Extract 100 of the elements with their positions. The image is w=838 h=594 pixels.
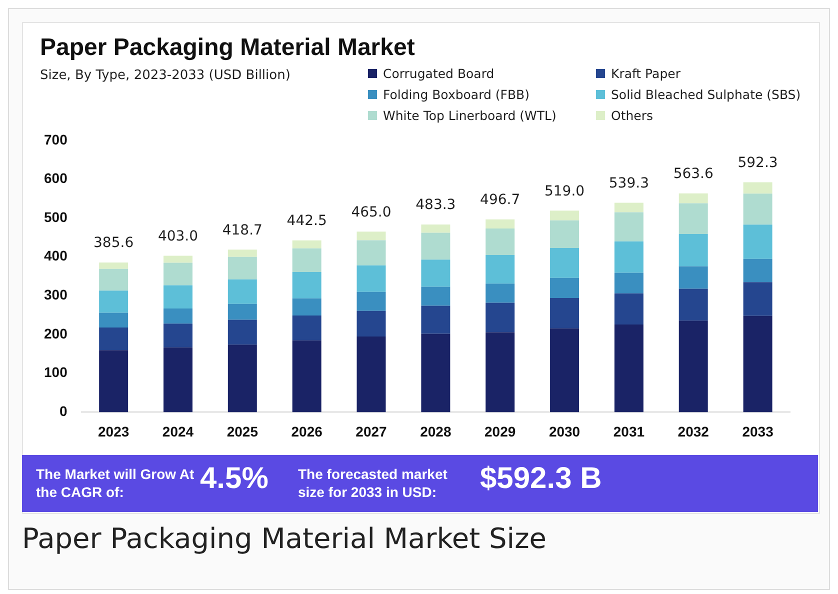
x-tick-label: 2028	[420, 423, 452, 440]
legend-label: Solid Bleached Sulphate (SBS)	[611, 87, 801, 102]
x-tick-label: 2033	[742, 423, 774, 440]
total-label: 519.0	[544, 183, 585, 200]
bar	[99, 312, 128, 328]
bar	[163, 324, 192, 348]
y-tick-label: 700	[44, 131, 68, 148]
x-tick-label: 2023	[98, 423, 130, 440]
bar	[614, 241, 644, 273]
bar	[228, 279, 257, 304]
x-tick-label: 2024	[162, 423, 194, 440]
bar	[421, 306, 450, 334]
bar	[356, 265, 386, 292]
bar	[292, 298, 322, 316]
bar	[550, 298, 580, 328]
legend-label: Corrugated Board	[383, 66, 494, 81]
bar	[99, 350, 128, 412]
bar	[292, 316, 322, 340]
bar	[678, 193, 708, 204]
bar	[228, 256, 257, 280]
chart-subtitle: Size, By Type, 2023-2033 (USD Billion)	[40, 68, 290, 83]
bar	[678, 266, 708, 289]
y-tick-label: 500	[44, 208, 68, 225]
bar	[486, 228, 515, 255]
bar	[486, 284, 515, 303]
bar	[743, 182, 772, 194]
x-tick-label: 2032	[678, 423, 710, 440]
bar	[614, 324, 644, 412]
x-tick-label: 2029	[484, 423, 516, 440]
bar	[421, 260, 450, 287]
y-tick-label: 100	[44, 364, 68, 380]
bar	[421, 334, 450, 412]
bar	[163, 285, 192, 309]
bar	[614, 293, 644, 324]
bar	[163, 308, 192, 324]
bar	[678, 203, 708, 234]
y-tick-label: 300	[44, 286, 68, 303]
bar	[421, 286, 450, 306]
bar	[356, 336, 386, 412]
bar	[228, 304, 257, 320]
bar	[486, 332, 515, 412]
legend-label: Others	[611, 108, 654, 123]
bar	[550, 328, 580, 412]
legend-label: Kraft Paper	[611, 66, 680, 81]
bar	[486, 302, 515, 332]
bar	[550, 220, 580, 248]
total-label: 483.3	[416, 197, 456, 214]
x-tick-label: 2030	[548, 423, 580, 440]
bar	[550, 210, 580, 220]
bar	[99, 290, 128, 313]
text: Paper Packaging Material Market Size	[22, 522, 547, 555]
bar	[678, 320, 708, 412]
bar	[356, 310, 386, 336]
bar	[228, 344, 257, 412]
bar	[550, 278, 580, 298]
bar	[743, 282, 772, 316]
y-tick-label: 200	[44, 325, 68, 342]
bar	[486, 219, 515, 229]
total-label: 563.6	[673, 166, 714, 182]
bar	[99, 328, 128, 350]
y-tick-label: 600	[44, 170, 68, 186]
x-tick-label: 2027	[356, 423, 388, 440]
bar	[678, 234, 708, 266]
bar	[743, 224, 772, 259]
text: The forecasted market size for 2033 in USD:	[298, 465, 448, 501]
bar	[356, 240, 386, 266]
bar	[163, 262, 192, 286]
x-tick-label: 2025	[226, 423, 258, 440]
total-label: 385.6	[94, 235, 134, 252]
y-tick-label: 0	[60, 403, 68, 420]
total-label: 442.5	[286, 213, 327, 230]
bar	[292, 340, 322, 412]
bar	[614, 212, 644, 242]
text: The Market will Grow At the CAGR of:	[36, 466, 194, 500]
total-label: 592.3	[738, 154, 778, 171]
bar	[228, 320, 257, 345]
text: 4.5%	[200, 462, 268, 496]
bar	[292, 272, 322, 298]
bar	[614, 202, 644, 212]
bar	[228, 250, 257, 257]
bar	[356, 292, 386, 311]
legend-label: Folding Boxboard (FBB)	[383, 87, 530, 102]
y-tick-label: 400	[44, 248, 68, 264]
bar	[486, 254, 515, 284]
bar	[743, 258, 772, 282]
bar	[356, 232, 386, 240]
total-label: 496.7	[480, 192, 520, 208]
total-label: 465.0	[351, 204, 392, 220]
chart-title: Paper Packaging Material Market	[40, 34, 415, 62]
total-label: 539.3	[608, 175, 649, 192]
bar	[678, 288, 708, 321]
bar	[99, 262, 128, 269]
text: $592.3 B	[480, 462, 602, 496]
bar	[163, 256, 192, 263]
x-tick-label: 2031	[613, 423, 645, 440]
bar	[292, 248, 322, 272]
bar	[163, 347, 192, 412]
legend-label: White Top Linerboard (WTL)	[383, 108, 556, 123]
bar	[743, 194, 772, 225]
bar	[99, 268, 128, 291]
